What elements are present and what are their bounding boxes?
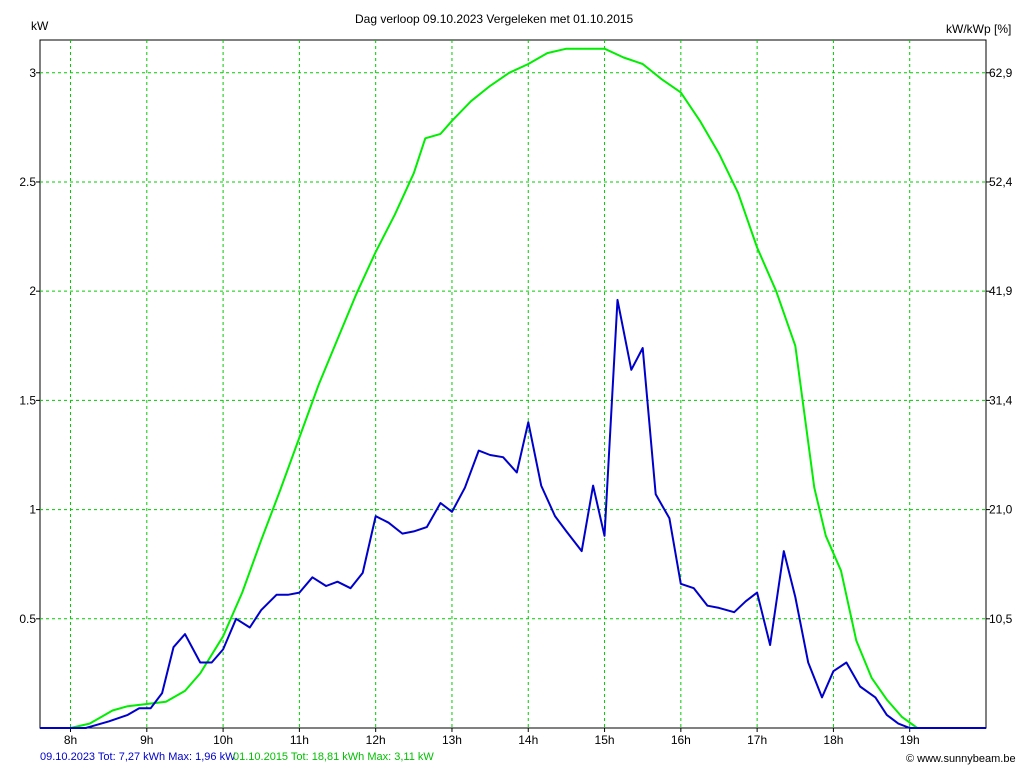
y-tick-label: 2	[29, 284, 36, 298]
y-tick-label: 1	[29, 503, 36, 517]
y-tick-label: 2.5	[19, 175, 36, 189]
y-tick-label: 3	[29, 66, 36, 80]
x-tick-label: 18h	[823, 733, 843, 747]
y2-tick-label: 21,0	[989, 503, 1013, 517]
x-tick-label: 14h	[518, 733, 538, 747]
series-line-09-10-2023	[40, 298, 986, 729]
y2-tick-label: 10,5	[989, 612, 1013, 626]
y2-tick-label: 62,9	[989, 66, 1013, 80]
legend-series-2: 01.10.2015 Tot: 18,81 kWh Max: 3,11 kW	[233, 751, 434, 763]
right-axis-label: kW/kWp [%]	[946, 22, 1012, 36]
x-tick-label: 19h	[900, 733, 920, 747]
x-tick-label: 17h	[747, 733, 767, 747]
x-tick-label: 9h	[140, 733, 153, 747]
x-tick-label: 15h	[595, 733, 615, 747]
y-tick-label: 0.5	[19, 612, 36, 626]
plot-frame	[39, 39, 987, 729]
y2-tick-label: 52,4	[989, 175, 1013, 189]
y2-tick-label: 41,9	[989, 284, 1013, 298]
x-tick-label: 8h	[64, 733, 77, 747]
y2-tick-label: 31,4	[989, 393, 1013, 407]
x-tick-label: 10h	[213, 733, 233, 747]
watermark-text: © www.sunnybeam.be	[906, 753, 1016, 765]
y-tick-label: 1.5	[19, 393, 36, 407]
legend-series-1: 09.10.2023 Tot: 7,27 kWh Max: 1,96 kW	[40, 751, 236, 763]
left-axis-label: kW	[31, 19, 49, 33]
x-tick-label: 12h	[366, 733, 386, 747]
x-tick-label: 13h	[442, 733, 462, 747]
x-tick-label: 16h	[671, 733, 691, 747]
chart-title: Dag verloop 09.10.2023 Vergeleken met 01…	[355, 12, 634, 26]
series-line-01-10-2015	[40, 47, 986, 729]
x-tick-label: 11h	[290, 733, 309, 747]
